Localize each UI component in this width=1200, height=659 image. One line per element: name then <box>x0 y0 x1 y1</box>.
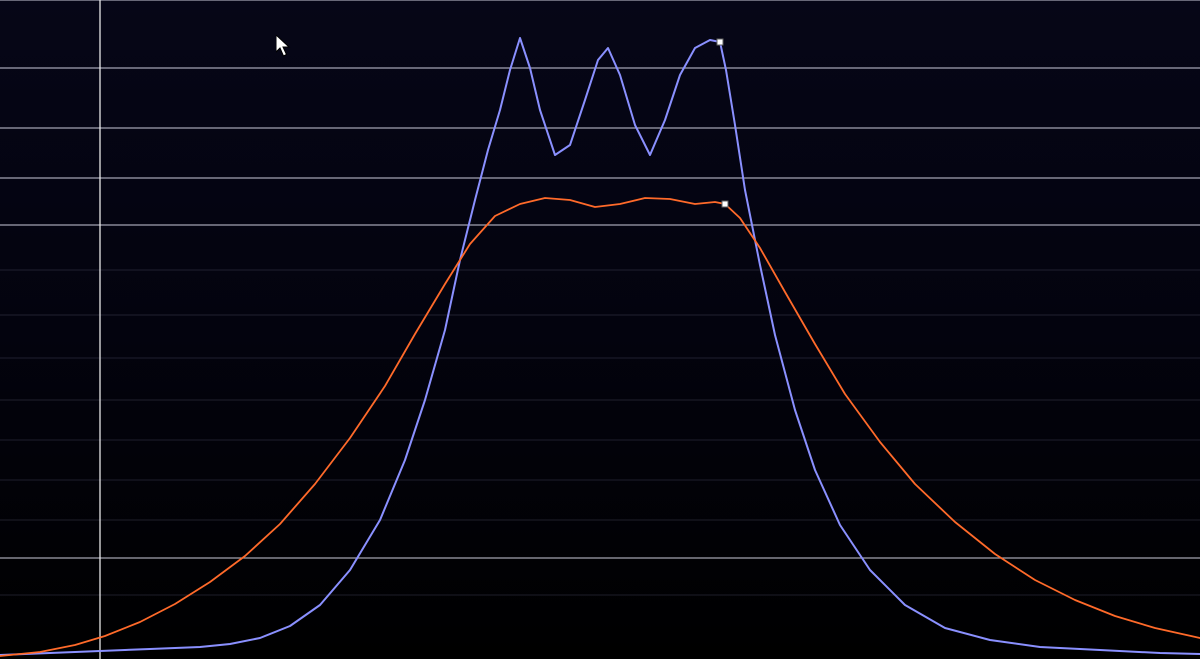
peak-marker <box>722 201 728 207</box>
peak-marker <box>717 39 723 45</box>
spectrum-plot[interactable] <box>0 0 1200 659</box>
